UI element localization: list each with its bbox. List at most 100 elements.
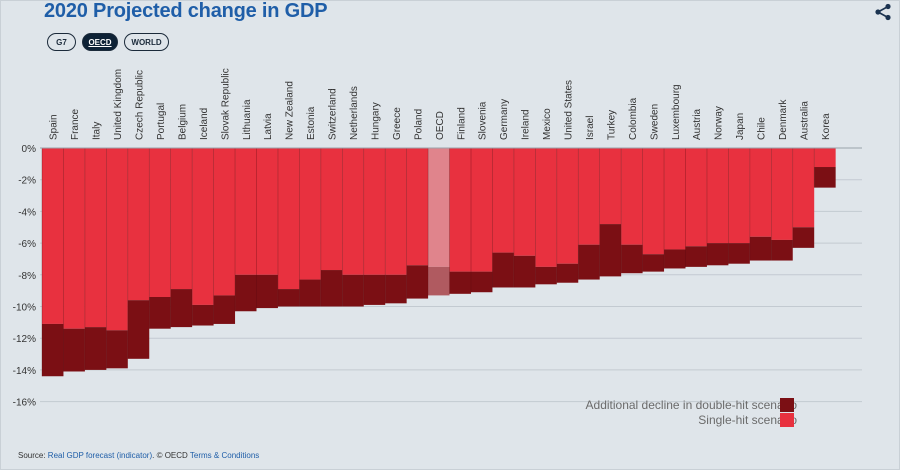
source-copyright: . © OECD bbox=[152, 451, 190, 460]
x-category-label: Lithuania bbox=[242, 99, 253, 140]
bar-double-hit bbox=[771, 239, 793, 261]
x-category-label: Greece bbox=[392, 107, 403, 140]
x-category-label: Hungary bbox=[370, 102, 381, 140]
bar-double-hit bbox=[814, 167, 836, 188]
bar-single-hit bbox=[299, 148, 321, 280]
legend-double-hit-label: Additional decline in double-hit scenari… bbox=[585, 398, 797, 412]
bar-double-hit bbox=[749, 236, 772, 261]
bar-double-hit bbox=[685, 246, 707, 267]
source-prefix: Source: bbox=[18, 451, 48, 460]
x-category-label: Australia bbox=[799, 101, 810, 140]
bar-single-hit bbox=[513, 148, 536, 256]
bar-double-hit bbox=[406, 265, 429, 299]
tab-world[interactable]: WORLD bbox=[124, 33, 169, 51]
bar-double-hit bbox=[42, 323, 64, 377]
bar-double-hit bbox=[363, 274, 386, 305]
bar-single-hit bbox=[235, 148, 257, 275]
bar-single-hit bbox=[685, 148, 707, 247]
bar-double-hit bbox=[170, 289, 193, 328]
bar-single-hit bbox=[642, 148, 665, 255]
bar-double-hit bbox=[664, 249, 686, 269]
bar-single-hit bbox=[428, 148, 450, 267]
bar-double-hit bbox=[428, 266, 450, 296]
x-category-label: Belgium bbox=[177, 104, 188, 140]
bar-single-hit bbox=[42, 148, 64, 324]
x-category-label: Korea bbox=[821, 113, 832, 140]
x-category-label: Sweden bbox=[649, 104, 660, 140]
bar-single-hit bbox=[556, 148, 579, 264]
bar-single-hit bbox=[256, 148, 278, 275]
x-category-label: Estonia bbox=[306, 106, 317, 140]
x-category-label: Mexico bbox=[542, 108, 553, 140]
x-category-label: Germany bbox=[499, 99, 510, 140]
bar-double-hit bbox=[192, 304, 214, 326]
bar-double-hit bbox=[84, 327, 107, 370]
source-link-terms[interactable]: Terms & Conditions bbox=[189, 451, 260, 460]
bar-single-hit bbox=[599, 148, 622, 225]
bar-single-hit bbox=[728, 148, 750, 244]
x-category-label: Poland bbox=[413, 109, 424, 140]
bar-double-hit bbox=[471, 271, 493, 293]
y-tick-label: -8% bbox=[18, 271, 36, 282]
x-category-label: New Zealand bbox=[285, 81, 296, 140]
bar-double-hit bbox=[213, 295, 236, 324]
y-tick-label: -10% bbox=[13, 303, 36, 314]
x-category-label: United States bbox=[564, 80, 575, 140]
bar-double-hit bbox=[106, 330, 128, 369]
bar-double-hit bbox=[320, 270, 343, 307]
scope-tabs: G7 OECD WORLD bbox=[47, 33, 169, 51]
tab-g7[interactable]: G7 bbox=[47, 33, 76, 51]
bar-double-hit bbox=[299, 279, 321, 307]
bar-single-hit bbox=[621, 148, 643, 245]
share-icon[interactable] bbox=[874, 3, 892, 21]
x-category-label: Spain bbox=[49, 114, 60, 140]
tab-oecd[interactable]: OECD bbox=[82, 33, 118, 51]
x-category-label: Colombia bbox=[628, 97, 639, 140]
bar-double-hit bbox=[792, 227, 815, 248]
x-category-label: France bbox=[70, 108, 81, 140]
bar-double-hit bbox=[642, 254, 665, 272]
x-category-label: Italy bbox=[92, 122, 103, 140]
bar-double-hit bbox=[385, 274, 407, 304]
y-tick-label: 0% bbox=[22, 144, 37, 155]
x-category-label: Ireland bbox=[521, 109, 532, 140]
x-category-label: Netherlands bbox=[349, 86, 360, 140]
x-category-label: Chile bbox=[757, 117, 768, 140]
source-link-indicator[interactable]: Real GDP forecast (indicator) bbox=[47, 451, 153, 460]
bar-single-hit bbox=[170, 148, 193, 290]
x-category-label: Iceland bbox=[199, 108, 210, 140]
legend-single-hit-label: Single-hit scenario bbox=[698, 413, 797, 427]
bar-double-hit bbox=[342, 274, 364, 307]
x-category-label: Austria bbox=[692, 108, 703, 140]
bar-single-hit bbox=[492, 148, 514, 253]
bar-single-hit bbox=[342, 148, 364, 275]
x-category-label: OECD bbox=[435, 111, 446, 140]
bar-double-hit bbox=[578, 244, 600, 280]
x-category-label: Israel bbox=[585, 116, 596, 140]
bar-single-hit bbox=[149, 148, 171, 297]
bar-single-hit bbox=[792, 148, 815, 228]
bar-single-hit bbox=[63, 148, 85, 329]
bar-double-hit bbox=[449, 271, 471, 294]
bar-double-hit bbox=[235, 274, 257, 312]
bar-double-hit bbox=[513, 255, 536, 288]
bar-single-hit bbox=[106, 148, 128, 331]
x-category-label: Finland bbox=[456, 107, 467, 140]
x-category-label: United Kingdom bbox=[113, 69, 124, 140]
bar-double-hit bbox=[621, 244, 643, 274]
bar-single-hit bbox=[578, 148, 600, 245]
y-tick-label: -2% bbox=[18, 176, 36, 187]
x-category-label: Switzerland bbox=[328, 88, 339, 140]
bar-single-hit bbox=[127, 148, 150, 301]
bar-single-hit bbox=[320, 148, 343, 271]
y-tick-label: -4% bbox=[18, 207, 36, 218]
legend-double-hit-swatch bbox=[780, 398, 794, 412]
x-category-label: Slovak Republic bbox=[220, 68, 231, 140]
x-category-label: Denmark bbox=[778, 98, 789, 140]
y-tick-label: -12% bbox=[13, 334, 36, 345]
bar-single-hit bbox=[449, 148, 471, 272]
bar-double-hit bbox=[127, 300, 150, 359]
bar-single-hit bbox=[84, 148, 107, 328]
bar-double-hit bbox=[556, 263, 579, 283]
